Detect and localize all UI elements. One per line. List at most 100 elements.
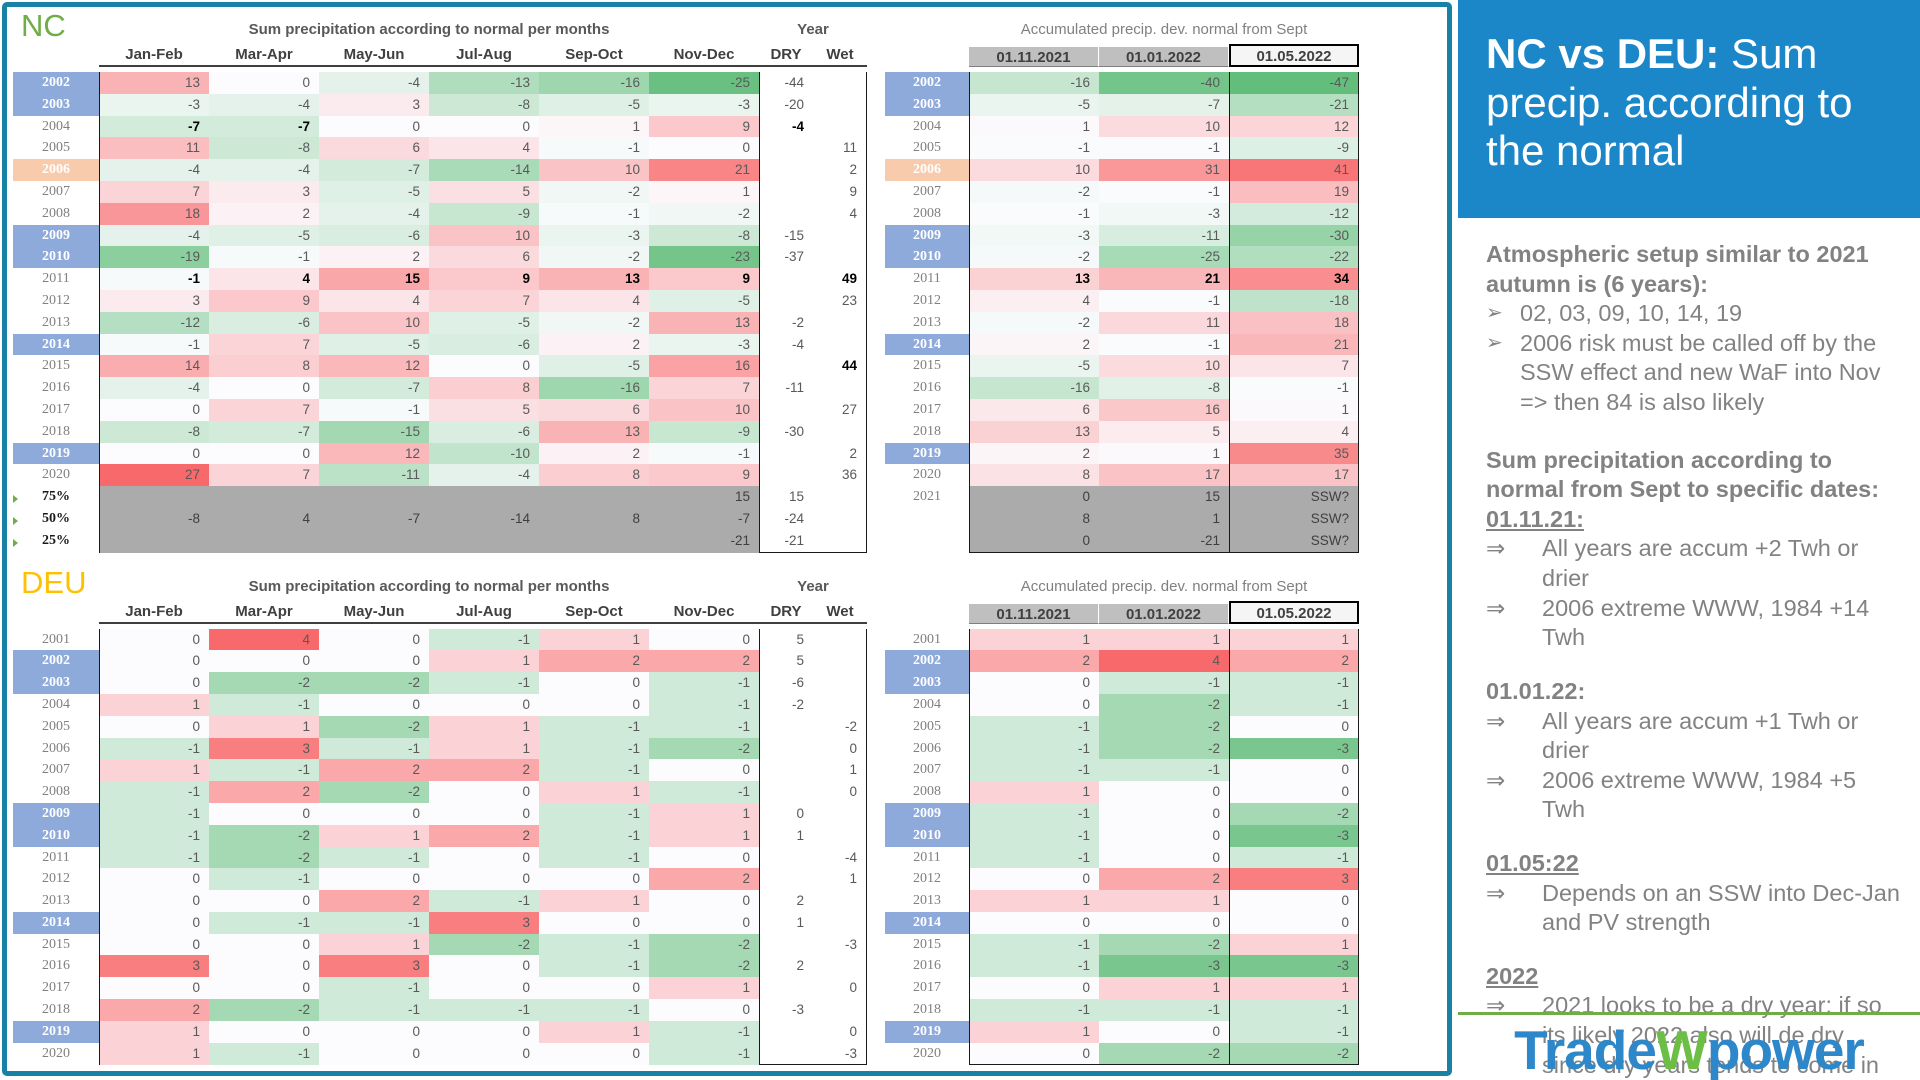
accum-value-cell: 6: [969, 398, 1099, 421]
summary-month-cell: [99, 486, 209, 508]
bullet-arrow-icon: ➢: [1486, 331, 1503, 354]
month-value-cell: -7: [209, 115, 319, 138]
accum-year-cell: 2001: [913, 631, 941, 647]
month-value-cell: -1: [209, 759, 319, 782]
accum-value-cell: 0: [1099, 846, 1229, 869]
dry-value-cell: [759, 933, 813, 956]
accum-value-cell: 17: [1229, 464, 1359, 487]
month-value-cell: 4: [539, 289, 649, 312]
accum-value-cell: 13: [969, 420, 1099, 443]
accum-value-cell: -12: [1229, 202, 1359, 225]
month-value-cell: 0: [319, 1042, 429, 1066]
month-value-cell: 1: [539, 628, 649, 651]
year-cell: 2009: [13, 802, 99, 825]
dry-col-header: DRY: [759, 603, 813, 624]
month-value-cell: -1: [319, 999, 429, 1021]
wet-value-cell: [813, 93, 867, 116]
dry-value-cell: -44: [759, 72, 813, 94]
summary-month-cell: [99, 529, 209, 553]
month-value-cell: 0: [99, 911, 209, 934]
accum-value-cell: -1: [1099, 180, 1229, 203]
accum-value-cell: -25: [1099, 246, 1229, 269]
month-value-cell: 0: [539, 977, 649, 1000]
month-value-cell: 2: [649, 650, 759, 673]
month-value-cell: -2: [649, 737, 759, 760]
month-value-cell: 0: [429, 1042, 539, 1066]
month-value-cell: 10: [649, 398, 759, 421]
month-value-cell: 9: [429, 268, 539, 290]
wet-value-cell: [813, 628, 867, 651]
table-row: 2020 27 7 -11 -4 8 9 36 2020 8 17 17: [13, 464, 1447, 487]
year-cell: 2017: [42, 980, 70, 996]
month-value-cell: -4: [209, 93, 319, 116]
accum-value-cell: 13: [969, 268, 1099, 290]
month-value-cell: -2: [209, 846, 319, 869]
accum-value-cell: -1: [969, 737, 1099, 760]
month-value-cell: -16: [539, 377, 649, 399]
accum-value-cell: 1: [1099, 628, 1229, 651]
month-value-cell: 0: [649, 137, 759, 160]
dry-value-cell: -11: [759, 377, 813, 399]
month-value-cell: 18: [99, 202, 209, 225]
summary-month-cell: 4: [209, 507, 319, 530]
month-value-cell: -7: [209, 420, 319, 443]
month-value-cell: -1: [99, 846, 209, 869]
month-value-cell: -2: [319, 715, 429, 738]
wet-value-cell: [813, 890, 867, 912]
accum-value-cell: -1: [1229, 1020, 1359, 1043]
accum-year-cell: 2003: [885, 93, 969, 116]
accum-year-cell: 2018: [913, 1002, 941, 1018]
accum-value-cell: 8: [969, 464, 1099, 487]
accum-year-cell: 2012: [913, 871, 941, 887]
month-value-cell: 0: [429, 802, 539, 825]
month-value-cell: 0: [209, 1020, 319, 1043]
year-cell: 2006: [42, 740, 70, 756]
wet-value-cell: 0: [813, 1020, 867, 1043]
dry-value-cell: 5: [759, 650, 813, 673]
summary-label-cell: 50%: [13, 508, 99, 530]
year-cell: 2005: [42, 718, 70, 734]
year-cell: 2019: [13, 1020, 99, 1043]
month-value-cell: -3: [649, 333, 759, 356]
accum-year-cell: 2007: [913, 762, 941, 778]
month-value-cell: 13: [539, 420, 649, 443]
accum-year-cell: 2018: [913, 423, 941, 439]
accum-year-cell: 2009: [885, 224, 969, 247]
accum-value-cell: 1: [1229, 933, 1359, 956]
table-row: 2015 14 8 12 0 -5 16 44 2015 -5 10 7: [13, 355, 1447, 378]
table-row: 2009 -4 -5 -6 10 -3 -8 -15 2009 -3 -11 -30: [13, 224, 1447, 247]
accum-year-cell: 2017: [913, 401, 941, 417]
dry-value-cell: [759, 398, 813, 421]
month-value-cell: 1: [539, 115, 649, 138]
wet-value-cell: [813, 999, 867, 1021]
accum-value-cell: -1: [1229, 846, 1359, 869]
summary-accum-cell: SSW?: [1229, 529, 1359, 553]
accum-value-cell: 0: [969, 977, 1099, 1000]
accum-value-cell: -1: [1099, 999, 1229, 1021]
accum-value-cell: 3: [1229, 868, 1359, 891]
wet-value-cell: [813, 911, 867, 934]
accum-value-cell: -21: [1229, 93, 1359, 116]
dry-value-cell: 2: [759, 890, 813, 912]
month-value-cell: 0: [99, 672, 209, 694]
month-value-cell: 3: [319, 93, 429, 116]
dry-value-cell: 2: [759, 955, 813, 978]
month-value-cell: -4: [319, 202, 429, 225]
month-value-cell: 0: [319, 802, 429, 825]
summary-accum-cell: 1: [1099, 507, 1229, 530]
summary-month-cell: [209, 529, 319, 553]
month-value-cell: 27: [99, 464, 209, 487]
bullet-text: 02, 03, 09, 10, 14, 19: [1520, 300, 1743, 327]
accum-date-header: 01.01.2022: [1099, 603, 1229, 624]
year-cell: 2015: [42, 936, 70, 952]
bullet-arrow-icon: ⇒: [1486, 707, 1506, 734]
accum-year-cell: 2009: [885, 802, 969, 825]
month-value-cell: 0: [209, 933, 319, 956]
wet-value-cell: -2: [813, 715, 867, 738]
tables-panel: NC Sum precipitation according to normal …: [2, 2, 1452, 1076]
accum-value-cell: -1: [1229, 377, 1359, 399]
table-row: 2013 -12 -6 10 -5 -2 13 -2 2013 -2 11 18: [13, 311, 1447, 334]
month-value-cell: -1: [539, 802, 649, 825]
month-value-cell: -1: [649, 781, 759, 803]
month-value-cell: -1: [99, 333, 209, 356]
